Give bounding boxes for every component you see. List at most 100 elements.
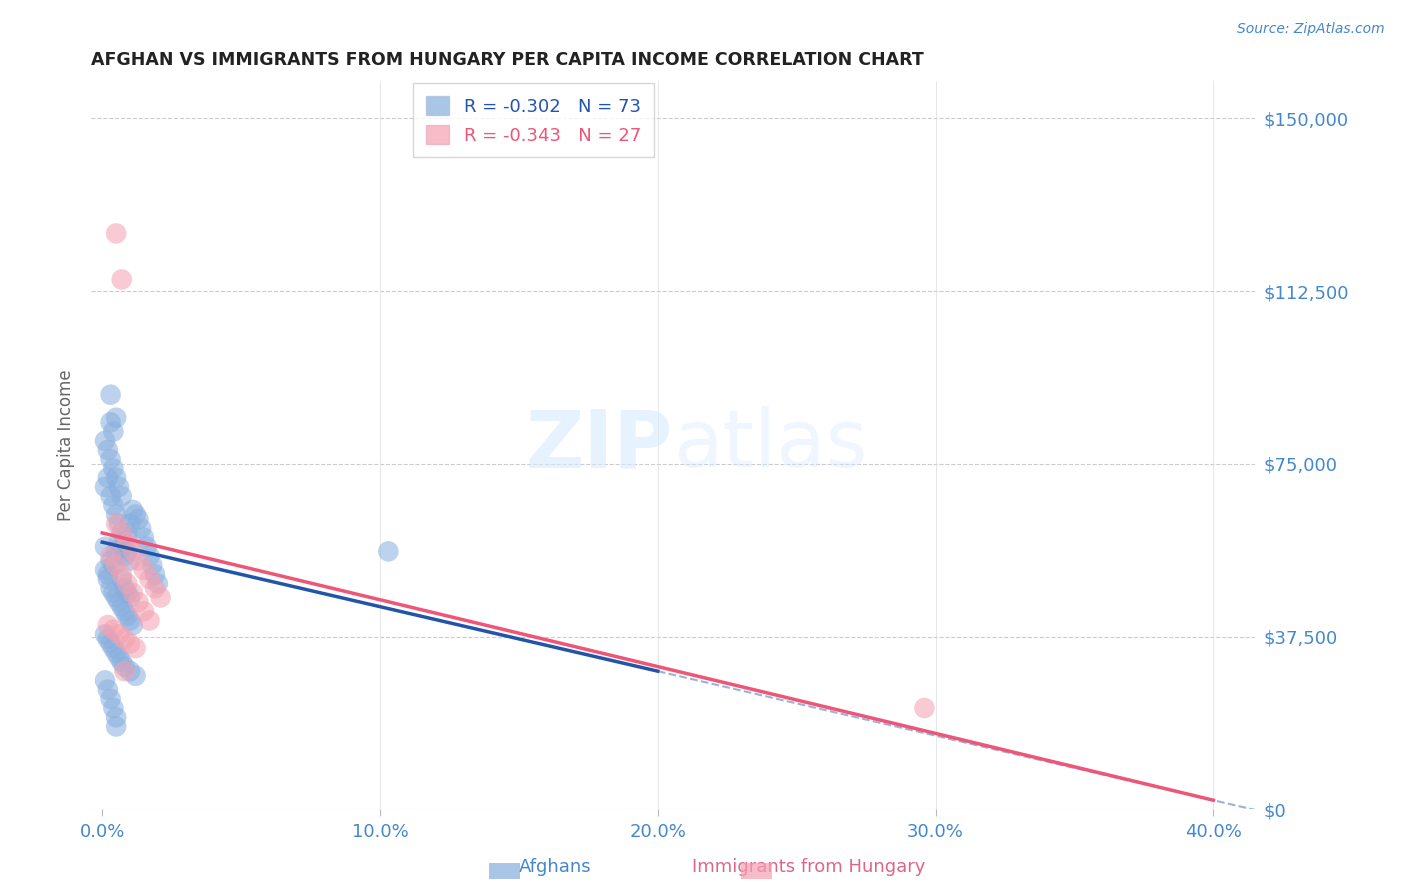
Text: Source: ZipAtlas.com: Source: ZipAtlas.com bbox=[1237, 22, 1385, 37]
Text: Afghans: Afghans bbox=[519, 858, 592, 876]
Point bbox=[94, 627, 117, 641]
Point bbox=[108, 650, 131, 665]
Point bbox=[118, 636, 141, 650]
Point bbox=[97, 632, 120, 646]
Legend: R = -0.302   N = 73, R = -0.343   N = 27: R = -0.302 N = 73, R = -0.343 N = 27 bbox=[413, 83, 654, 157]
Point bbox=[111, 567, 134, 582]
Point bbox=[141, 558, 163, 573]
Point bbox=[105, 410, 128, 425]
Point bbox=[132, 531, 155, 545]
Point bbox=[100, 581, 122, 595]
Point bbox=[97, 567, 120, 582]
Point bbox=[138, 572, 160, 586]
Point bbox=[108, 627, 131, 641]
Point bbox=[132, 563, 155, 577]
Point bbox=[108, 535, 131, 549]
Point bbox=[100, 387, 122, 401]
Point bbox=[97, 618, 120, 632]
Text: AFGHAN VS IMMIGRANTS FROM HUNGARY PER CAPITA INCOME CORRELATION CHART: AFGHAN VS IMMIGRANTS FROM HUNGARY PER CA… bbox=[91, 51, 924, 69]
Point bbox=[108, 595, 131, 609]
Point bbox=[121, 586, 143, 600]
Point bbox=[121, 618, 143, 632]
Text: ZIP: ZIP bbox=[526, 407, 673, 484]
Text: atlas: atlas bbox=[673, 407, 868, 484]
Point bbox=[105, 646, 128, 660]
Point bbox=[100, 553, 122, 567]
Point bbox=[94, 540, 117, 554]
Point bbox=[100, 452, 122, 467]
Point bbox=[111, 599, 134, 614]
Point bbox=[105, 227, 128, 241]
Point bbox=[103, 425, 125, 439]
Point bbox=[121, 503, 143, 517]
Point bbox=[94, 563, 117, 577]
Point bbox=[111, 525, 134, 540]
Point bbox=[94, 434, 117, 448]
Point bbox=[138, 549, 160, 563]
Point bbox=[114, 664, 136, 678]
Point bbox=[105, 544, 128, 558]
Point bbox=[111, 572, 134, 586]
Point bbox=[143, 567, 166, 582]
Point bbox=[118, 553, 141, 567]
Point bbox=[127, 553, 149, 567]
Point bbox=[103, 623, 125, 637]
Point bbox=[111, 540, 134, 554]
Point bbox=[103, 558, 125, 573]
Point bbox=[97, 442, 120, 457]
Point bbox=[114, 581, 136, 595]
Point bbox=[103, 586, 125, 600]
Point bbox=[105, 516, 128, 531]
Point bbox=[117, 525, 139, 540]
Point bbox=[111, 272, 134, 286]
Point bbox=[117, 586, 139, 600]
Point bbox=[143, 581, 166, 595]
Point bbox=[108, 480, 131, 494]
Point bbox=[117, 544, 139, 558]
Point bbox=[111, 655, 134, 669]
Point bbox=[114, 535, 136, 549]
Point bbox=[132, 604, 155, 618]
Point bbox=[149, 591, 172, 605]
Point bbox=[100, 415, 122, 429]
Point bbox=[114, 549, 136, 563]
Point bbox=[100, 549, 122, 563]
Point bbox=[114, 632, 136, 646]
Point bbox=[103, 701, 125, 715]
Point bbox=[124, 508, 146, 522]
Point bbox=[100, 489, 122, 503]
Point bbox=[111, 489, 134, 503]
Point bbox=[121, 544, 143, 558]
Point bbox=[100, 636, 122, 650]
Point bbox=[103, 498, 125, 512]
Point bbox=[105, 710, 128, 724]
Point bbox=[377, 544, 399, 558]
Point bbox=[124, 669, 146, 683]
Point bbox=[114, 659, 136, 673]
Point bbox=[97, 682, 120, 697]
Text: Immigrants from Hungary: Immigrants from Hungary bbox=[692, 858, 925, 876]
Point bbox=[914, 701, 936, 715]
Point bbox=[105, 719, 128, 733]
Point bbox=[97, 470, 120, 484]
Point bbox=[117, 535, 139, 549]
Point bbox=[105, 558, 128, 573]
Point bbox=[105, 470, 128, 484]
Point bbox=[117, 576, 139, 591]
Point bbox=[138, 614, 160, 628]
Point bbox=[118, 516, 141, 531]
Point bbox=[117, 608, 139, 623]
Point bbox=[111, 525, 134, 540]
Point bbox=[118, 664, 141, 678]
Point bbox=[103, 641, 125, 656]
Point bbox=[127, 512, 149, 526]
Point bbox=[146, 576, 169, 591]
Point bbox=[94, 673, 117, 688]
Point bbox=[103, 461, 125, 475]
Point bbox=[108, 516, 131, 531]
Point bbox=[118, 614, 141, 628]
Point bbox=[94, 480, 117, 494]
Point bbox=[105, 508, 128, 522]
Point bbox=[114, 604, 136, 618]
Y-axis label: Per Capita Income: Per Capita Income bbox=[58, 369, 75, 521]
